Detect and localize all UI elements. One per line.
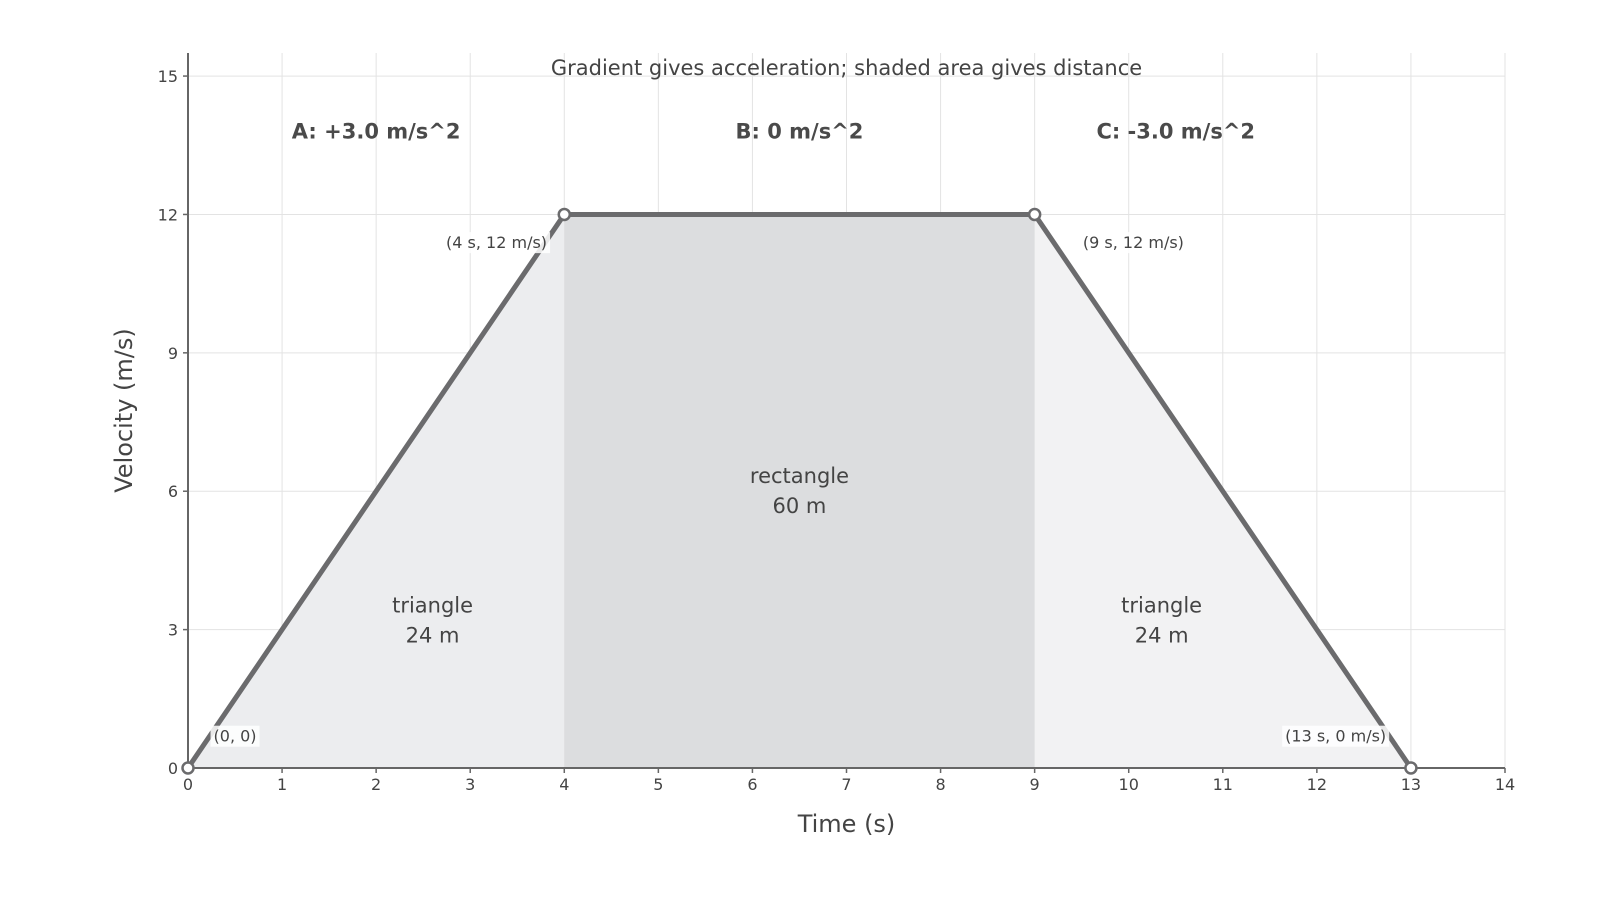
point-label-bg-0	[210, 725, 260, 747]
region-label-A-line-1: 24 m	[406, 623, 460, 647]
y-tick-label-12: 12	[158, 205, 178, 224]
data-point-3	[1404, 761, 1418, 775]
x-tick-label-0: 0	[183, 775, 193, 794]
y-axis-title: Velocity (m/s)	[110, 328, 138, 492]
x-tick-label-6: 6	[747, 775, 757, 794]
point-label-3: (13 s, 0 m/s)	[1285, 727, 1386, 746]
x-tick-label-7: 7	[841, 775, 851, 794]
region-B-rectangle	[564, 214, 1035, 769]
x-tick-label-1: 1	[277, 775, 287, 794]
y-tick-label-0: 0	[168, 759, 178, 778]
point-label-bg-3	[1282, 725, 1390, 747]
x-tick-label-9: 9	[1030, 775, 1040, 794]
x-tick-label-11: 11	[1213, 775, 1233, 794]
point-label-0: (0, 0)	[214, 727, 257, 746]
point-label-group-3: (13 s, 0 m/s)	[1282, 725, 1390, 747]
x-tick-label-3: 3	[465, 775, 475, 794]
phase-label-0: A: +3.0 m/s^2	[292, 119, 461, 143]
phase-label-1: B: 0 m/s^2	[736, 119, 864, 143]
region-label-C-line-1: 24 m	[1135, 623, 1189, 647]
y-tick-label-9: 9	[168, 344, 178, 363]
chart-title: Gradient gives acceleration; shaded area…	[551, 56, 1142, 80]
velocity-series	[181, 207, 1418, 775]
x-tick-label-13: 13	[1401, 775, 1421, 794]
region-label-A-line-0: triangle	[392, 593, 473, 617]
x-tick-label-4: 4	[559, 775, 569, 794]
point-label-1: (4 s, 12 m/s)	[446, 233, 547, 252]
region-label-B: rectangle 60 m	[750, 464, 849, 518]
phase-label-2: C: -3.0 m/s^2	[1096, 119, 1255, 143]
point-label-group-0: (0, 0)	[210, 725, 260, 747]
region-label-B-line-0: rectangle	[750, 464, 849, 488]
data-point-0	[181, 761, 195, 775]
data-point-1	[557, 207, 572, 222]
point-label-bg-1	[443, 232, 551, 254]
annotations: A: +3.0 m/s^2 B: 0 m/s^2 C: -3.0 m/s^2 tria…	[210, 119, 1390, 747]
y-tick-label-15: 15	[158, 67, 178, 86]
region-label-A: triangle 24 m	[392, 593, 473, 647]
y-tick-label-3: 3	[168, 621, 178, 640]
x-tick-label-8: 8	[935, 775, 945, 794]
region-label-B-line-1: 60 m	[773, 494, 827, 518]
point-label-2: (9 s, 12 m/s)	[1083, 233, 1184, 252]
y-tick-label-6: 6	[168, 482, 178, 501]
x-axis-ticks: 0 1 2 3 4 5 6 7 8 9 10 11 12 13 14	[183, 768, 1515, 794]
x-tick-label-2: 2	[371, 775, 381, 794]
region-label-C: triangle 24 m	[1121, 593, 1202, 647]
x-tick-label-14: 14	[1495, 775, 1515, 794]
point-label-bg-2	[1079, 232, 1187, 254]
x-tick-label-12: 12	[1307, 775, 1327, 794]
velocity-line	[185, 211, 1414, 771]
point-label-group-2: (9 s, 12 m/s)	[1079, 232, 1187, 254]
x-axis-title: Time (s)	[797, 810, 896, 838]
y-axis-ticks: 0 3 6 9 12 15	[158, 67, 188, 778]
region-label-C-line-0: triangle	[1121, 593, 1202, 617]
point-label-group-1: (4 s, 12 m/s)	[443, 232, 551, 254]
x-tick-label-5: 5	[653, 775, 663, 794]
x-tick-label-10: 10	[1119, 775, 1139, 794]
data-point-2	[1027, 207, 1042, 222]
